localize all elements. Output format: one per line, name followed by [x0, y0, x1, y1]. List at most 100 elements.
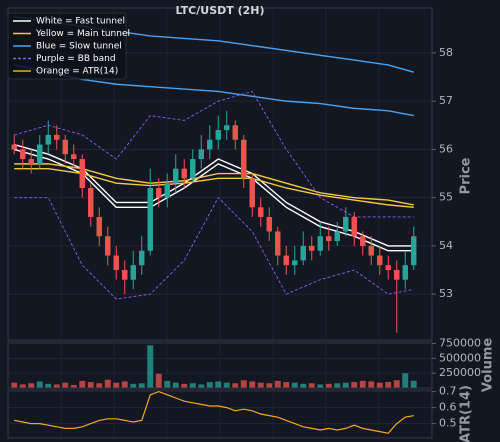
- volume-bar: [28, 383, 35, 388]
- candle-body: [37, 144, 43, 164]
- volume-bar: [45, 383, 52, 388]
- y-tick-label: 0.6: [439, 401, 457, 414]
- candle-body: [215, 130, 221, 140]
- candle-body: [20, 149, 26, 160]
- candle-body: [139, 250, 145, 266]
- candle-body: [88, 187, 94, 217]
- volume-bar: [155, 373, 162, 388]
- y-tick-label: 0.7: [439, 385, 457, 398]
- volume-bar: [164, 380, 171, 388]
- price-panel: [8, 8, 432, 340]
- candle-body: [300, 245, 306, 261]
- volume-bar: [215, 381, 222, 388]
- volume-bar: [206, 382, 213, 388]
- y-tick-label: 500000: [439, 351, 481, 364]
- volume-bar: [308, 383, 315, 388]
- candle-body: [62, 139, 68, 155]
- lower-band-line: [14, 196, 414, 300]
- volume-bar: [121, 381, 128, 388]
- candle-body: [377, 255, 383, 266]
- legend: White = Fast tunnel Yellow = Main tunnel B…: [7, 12, 130, 80]
- frames: [7, 7, 433, 439]
- volume-bar: [334, 383, 341, 388]
- candle-body: [96, 216, 102, 237]
- volume-bar: [79, 380, 86, 388]
- volume-bar: [87, 382, 94, 388]
- volume-bar: [283, 382, 290, 388]
- candle-body: [385, 265, 391, 271]
- candle-body: [164, 183, 170, 198]
- volume-panel: [8, 342, 432, 388]
- volume-bar: [19, 384, 26, 388]
- y-tick-label: 58: [439, 46, 453, 59]
- candle-body: [181, 168, 187, 179]
- volume-bar: [147, 345, 154, 388]
- candle-body: [28, 159, 34, 164]
- candle-body: [292, 260, 298, 266]
- volume-bar: [325, 383, 332, 388]
- volume-bar: [351, 382, 358, 388]
- volume-bar: [198, 384, 205, 388]
- legend-box: [7, 12, 127, 80]
- volume-bar: [172, 382, 179, 388]
- volume-bar: [291, 382, 298, 388]
- atr-panel: [8, 390, 432, 438]
- candle-body: [122, 270, 128, 280]
- volume-bar: [393, 380, 400, 388]
- volume-bar: [130, 383, 137, 388]
- volume-frame: [7, 341, 433, 389]
- volume-bar: [96, 383, 103, 388]
- atr-frame: [7, 389, 433, 439]
- candle-body: [283, 255, 289, 266]
- candle-body: [275, 231, 281, 256]
- candle-body: [207, 139, 213, 150]
- volume-bar: [181, 383, 188, 388]
- candle-body: [326, 236, 332, 242]
- candle-body: [45, 134, 51, 145]
- candle-body: [309, 245, 315, 251]
- volume-bar: [104, 379, 111, 388]
- candle-body: [11, 144, 17, 150]
- candle-body: [130, 265, 136, 280]
- y-tick-label: 53: [439, 287, 453, 300]
- legend-label: Yellow = Main tunnel: [35, 29, 130, 39]
- candle-body: [334, 231, 340, 242]
- volume-bar: [138, 383, 145, 388]
- volume-bar: [376, 382, 383, 388]
- volume-bar: [249, 381, 256, 388]
- legend-label: Purple = BB band: [36, 54, 116, 64]
- y-tick-label: 55: [439, 191, 453, 204]
- volume-bar: [410, 380, 417, 388]
- y-tick-label: 54: [439, 239, 453, 252]
- candle-body: [198, 149, 204, 160]
- candle-body: [190, 159, 196, 179]
- candle-body: [79, 159, 85, 188]
- candle-body: [258, 207, 264, 217]
- candle-body: [402, 265, 408, 280]
- candle-body: [173, 168, 179, 184]
- legend-label: Orange = ATR(14): [36, 67, 118, 77]
- legend-label: White = Fast tunnel: [36, 17, 125, 27]
- volume-bar: [62, 382, 69, 388]
- candle-body: [113, 255, 119, 271]
- atr-axis-label: ATR(14): [459, 385, 474, 442]
- price-frame: [7, 7, 433, 341]
- candle-body: [351, 216, 357, 237]
- y-tick-label: 750000: [439, 336, 481, 349]
- candle-body: [241, 139, 247, 179]
- volume-bar: [240, 380, 247, 388]
- volume-bar: [300, 383, 307, 388]
- volume-bar: [223, 382, 230, 388]
- candle-body: [224, 125, 230, 131]
- volume-bar: [257, 382, 264, 388]
- candle-body: [394, 270, 400, 280]
- volume-bar: [359, 380, 366, 388]
- volume-bar: [368, 381, 375, 388]
- y-tick-label: 57: [439, 94, 453, 107]
- y-tick-label: 250000: [439, 366, 481, 379]
- candle-body: [368, 245, 374, 256]
- volume-bar: [70, 385, 77, 388]
- candle-body: [411, 236, 417, 266]
- volume-axis-label: Volume: [481, 338, 496, 393]
- y-tick-label: 56: [439, 142, 453, 155]
